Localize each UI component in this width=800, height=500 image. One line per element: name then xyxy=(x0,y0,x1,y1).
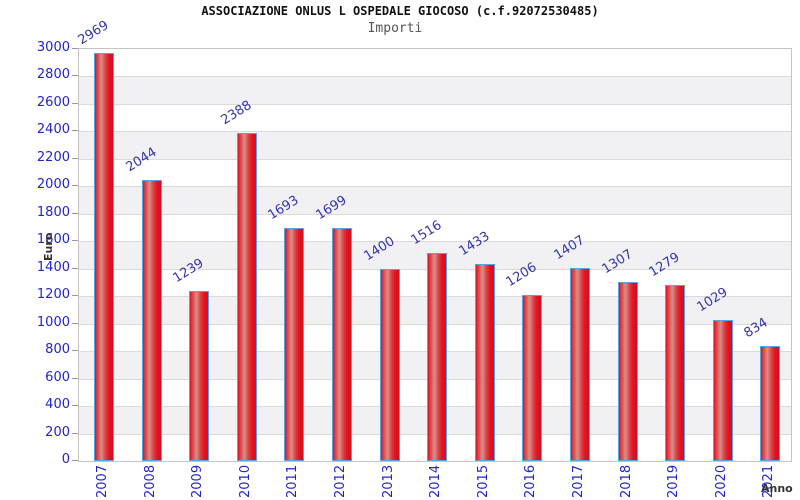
plot-band xyxy=(79,103,791,132)
x-axis-title: Anno xyxy=(761,482,793,495)
y-tick-mark xyxy=(72,432,78,434)
x-tick-label: 2010 xyxy=(237,464,253,498)
y-tick-mark xyxy=(72,377,78,379)
y-tick-label: 2800 xyxy=(36,67,70,83)
y-tick-label: 1200 xyxy=(36,287,70,303)
x-tick-label: 2011 xyxy=(285,464,301,498)
plot-band xyxy=(79,158,791,187)
y-tick-label: 800 xyxy=(45,342,70,358)
x-tick-label: 2020 xyxy=(713,464,729,498)
y-tick-mark xyxy=(72,460,78,461)
y-tick-mark xyxy=(72,185,78,187)
gridline xyxy=(79,186,791,188)
bar-2011 xyxy=(284,228,305,461)
y-tick-mark xyxy=(72,295,78,297)
x-tick-label: 2016 xyxy=(523,464,539,498)
y-tick-mark xyxy=(72,240,78,242)
y-axis-title: Euro xyxy=(42,232,55,261)
y-tick-label: 2200 xyxy=(36,149,70,165)
y-tick-mark xyxy=(72,405,78,407)
y-tick-mark xyxy=(72,48,78,49)
bar-2016 xyxy=(522,295,543,461)
y-tick-mark xyxy=(72,322,78,324)
y-tick-label: 600 xyxy=(45,369,70,385)
bar-2019 xyxy=(665,285,686,461)
y-tick-mark xyxy=(72,350,78,352)
gridline xyxy=(79,213,791,215)
plot-band xyxy=(79,76,791,104)
y-tick-label: 1600 xyxy=(36,232,70,248)
y-tick-label: 2400 xyxy=(36,122,70,138)
y-tick-label: 1800 xyxy=(36,204,70,220)
bar-2008 xyxy=(141,180,162,461)
y-tick-label: 2000 xyxy=(36,177,70,193)
y-tick-label: 2600 xyxy=(36,94,70,110)
x-tick-label: 2008 xyxy=(142,464,158,498)
plot-area xyxy=(78,48,792,462)
bar-2007 xyxy=(94,53,114,461)
x-tick-label: 2017 xyxy=(571,464,586,498)
x-tick-label: 2013 xyxy=(380,464,396,498)
x-tick-label: 2014 xyxy=(428,464,444,498)
chart-title: ASSOCIAZIONE ONLUS L OSPEDALE GIOCOSO (c… xyxy=(201,4,599,18)
plot-band xyxy=(79,213,791,242)
y-tick-mark xyxy=(72,157,78,159)
gridline xyxy=(79,76,791,78)
y-tick-mark xyxy=(72,212,78,214)
y-tick-mark xyxy=(72,130,78,132)
y-tick-mark xyxy=(72,102,78,104)
bar-2014 xyxy=(427,252,448,461)
plot-band xyxy=(79,49,791,77)
bar-2015 xyxy=(474,264,495,461)
y-tick-label: 200 xyxy=(45,424,70,440)
y-tick-mark xyxy=(72,75,78,77)
x-tick-label: 2019 xyxy=(666,464,682,498)
y-tick-mark xyxy=(72,267,78,269)
x-tick-label: 2009 xyxy=(190,464,206,498)
chart-subtitle: Importi xyxy=(367,21,423,36)
bar-2010 xyxy=(236,133,257,461)
bar-2009 xyxy=(189,290,210,461)
bar-2018 xyxy=(617,281,638,461)
bar-2021 xyxy=(760,346,781,461)
bar-2012 xyxy=(332,227,352,461)
x-tick-label: 2007 xyxy=(95,464,110,498)
plot-band xyxy=(79,186,791,214)
x-tick-label: 2012 xyxy=(333,464,348,498)
gridline xyxy=(79,103,791,105)
x-tick-label: 2015 xyxy=(475,464,491,498)
plot-band xyxy=(79,131,791,159)
bar-2013 xyxy=(379,268,400,461)
gridline xyxy=(79,131,791,133)
y-tick-label: 400 xyxy=(45,397,70,413)
y-tick-label: 0 xyxy=(61,452,70,467)
bar-2020 xyxy=(712,319,733,461)
x-tick-label: 2018 xyxy=(618,464,634,498)
y-tick-label: 1400 xyxy=(36,259,70,275)
y-tick-label: 1000 xyxy=(36,314,70,330)
gridline xyxy=(79,241,791,243)
gridline xyxy=(79,158,791,160)
bar-2017 xyxy=(570,267,590,461)
y-tick-label: 3000 xyxy=(36,40,70,55)
